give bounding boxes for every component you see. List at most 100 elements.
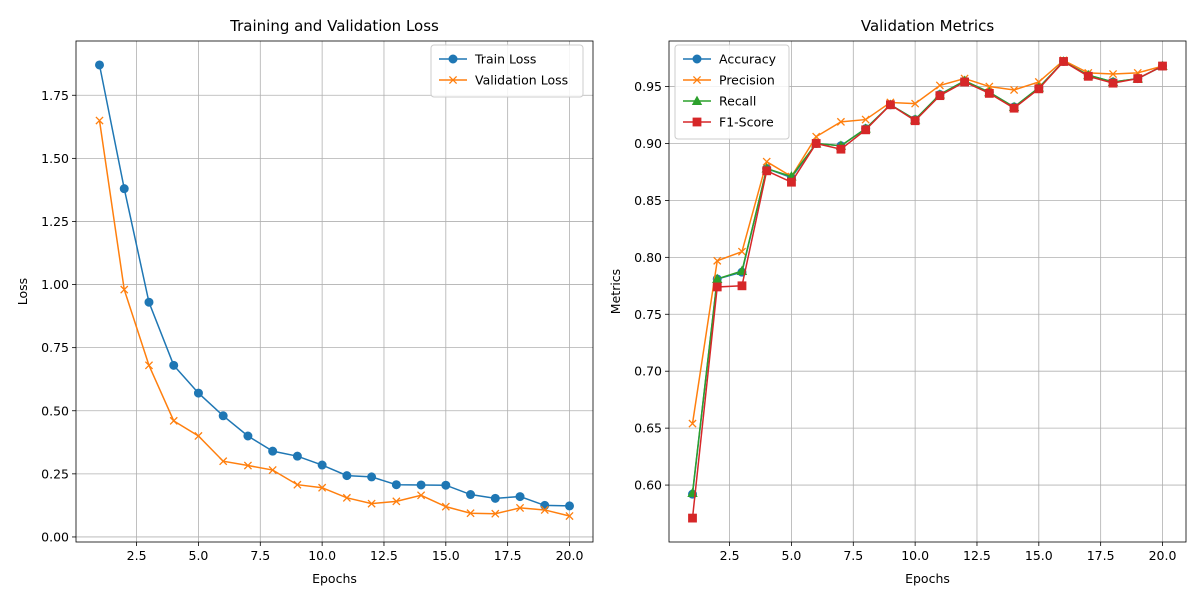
x-tick-label: 7.5 <box>843 548 863 563</box>
legend-label: Accuracy <box>719 52 777 67</box>
data-point <box>565 511 574 521</box>
data-point <box>119 184 129 194</box>
legend-swatch-marker <box>692 75 702 85</box>
data-point <box>243 461 252 470</box>
data-point <box>935 81 944 90</box>
data-point <box>515 503 525 512</box>
plot-frame <box>668 40 1187 543</box>
data-point <box>737 281 747 291</box>
data-point <box>292 451 302 461</box>
data-point <box>391 480 401 490</box>
x-tick-label: 2.5 <box>720 548 740 563</box>
x-tick-label: 15.0 <box>432 548 460 563</box>
data-point <box>540 505 549 515</box>
legend-label: Recall <box>719 94 756 109</box>
y-tick-label: 1.50 <box>41 151 69 166</box>
metrics-chart: 2.5 5.0 7.5 10.0 12.5 15.0 17.5 20.0 0.60 0.65 0.7… <box>608 17 1187 586</box>
series-train-loss <box>95 60 574 511</box>
data-point <box>466 509 475 518</box>
data-point <box>318 483 327 492</box>
legend-box <box>674 44 790 140</box>
y-tick-label: 1.75 <box>41 88 69 103</box>
data-point <box>490 493 500 503</box>
data-point <box>1108 69 1118 79</box>
legend-label: Validation Loss <box>475 73 568 88</box>
x-tick-label: 7.5 <box>250 548 270 563</box>
data-point <box>169 416 178 425</box>
data-point <box>491 509 500 518</box>
data-point <box>441 480 451 490</box>
data-point <box>342 471 352 481</box>
data-point <box>1133 74 1143 83</box>
data-point <box>935 91 945 101</box>
series-line <box>98 120 570 517</box>
data-point <box>268 466 277 475</box>
data-point <box>1034 84 1044 94</box>
data-point <box>194 431 203 441</box>
data-point <box>885 100 895 110</box>
data-point <box>95 60 104 70</box>
grid <box>669 41 1186 542</box>
data-point <box>268 446 278 456</box>
y-tick-label: 0.75 <box>41 340 69 355</box>
data-point <box>1009 103 1019 113</box>
data-point <box>416 480 426 490</box>
data-point <box>219 457 228 466</box>
legend-label: Train Loss <box>474 52 536 67</box>
data-point <box>1059 57 1068 66</box>
y-tick-label: 0.60 <box>634 478 662 493</box>
y-tick-label: 0.70 <box>634 364 662 379</box>
data-point <box>169 360 179 370</box>
data-point <box>441 502 450 511</box>
y-tick-label: 0.95 <box>634 79 662 94</box>
ticks: 2.5 5.0 7.5 10.0 12.5 15.0 17.5 20.0 0.00 0.25 0.5… <box>41 88 583 563</box>
x-axis-label: Epochs <box>312 571 357 586</box>
data-point <box>787 177 796 187</box>
y-tick-label: 0.00 <box>41 529 69 544</box>
data-point <box>688 419 697 428</box>
data-point <box>1010 85 1019 95</box>
data-point <box>540 500 550 510</box>
data-point <box>762 157 771 166</box>
data-point <box>1158 61 1167 71</box>
x-tick-label: 12.5 <box>963 548 991 563</box>
data-point <box>1083 71 1093 81</box>
loss-chart: 2.5 5.0 7.5 10.0 12.5 15.0 17.5 20.0 0.00 0.25 0.5… <box>15 17 594 586</box>
data-point <box>193 388 203 398</box>
x-tick-label: 10.0 <box>308 548 336 563</box>
data-point <box>1108 78 1118 88</box>
data-point <box>243 431 253 441</box>
data-point <box>737 247 747 256</box>
legend-label: F1-Score <box>719 115 774 130</box>
data-point <box>836 144 846 154</box>
data-point <box>466 490 476 500</box>
data-point <box>317 460 327 470</box>
x-tick-label: 15.0 <box>1025 548 1053 563</box>
y-tick-label: 0.80 <box>634 250 662 265</box>
x-tick-label: 2.5 <box>127 548 147 563</box>
x-tick-label: 10.0 <box>901 548 929 563</box>
data-point <box>342 493 351 502</box>
series-f1-score <box>688 57 1167 523</box>
x-tick-label: 5.0 <box>189 548 209 563</box>
chart-title: Training and Validation Loss <box>229 17 439 35</box>
data-point <box>218 411 228 421</box>
legend-box <box>430 44 584 98</box>
data-point <box>812 132 821 141</box>
y-tick-label: 0.90 <box>634 136 662 151</box>
x-tick-label: 17.5 <box>1087 548 1115 563</box>
series-validation-loss <box>95 116 574 521</box>
y-tick-label: 0.25 <box>41 466 69 481</box>
data-point <box>144 297 154 307</box>
plot-frame <box>75 40 594 543</box>
series-line <box>98 64 570 507</box>
legend-swatch-marker <box>448 75 458 85</box>
y-tick-label: 0.50 <box>41 403 69 418</box>
data-point <box>762 166 772 176</box>
y-tick-label: 0.65 <box>634 421 662 436</box>
legend-swatch-marker <box>692 117 702 127</box>
data-point <box>984 88 994 98</box>
x-axis-label: Epochs <box>905 571 950 586</box>
data-point <box>144 361 154 370</box>
